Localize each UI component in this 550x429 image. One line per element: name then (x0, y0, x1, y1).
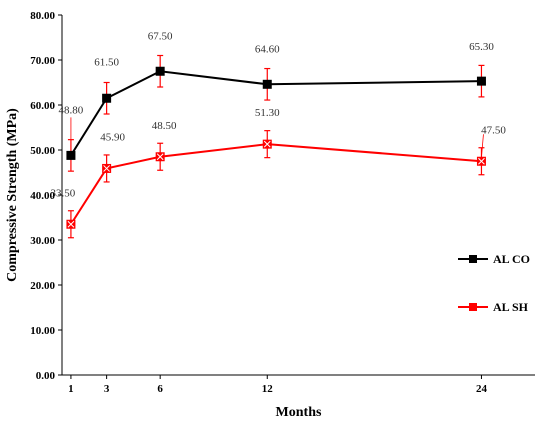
y-tick-label: 70.00 (30, 55, 55, 67)
y-tick-label: 50.00 (30, 145, 55, 157)
data-point (66, 150, 76, 160)
data-label: 47.50 (481, 124, 506, 136)
data-point (476, 76, 486, 86)
y-tick-label: 80.00 (30, 10, 55, 22)
data-label: 61.50 (94, 56, 119, 68)
legend-swatch-marker (469, 303, 477, 311)
data-point-x (156, 153, 164, 161)
data-point-x (67, 220, 75, 228)
y-axis-ticks: 0.00 10.00 20.00 30.00 40.00 50.00 60.00 70.00 8… (30, 10, 62, 382)
data-label: 48.50 (152, 120, 177, 132)
data-label: 65.30 (469, 41, 494, 53)
y-tick-label: 40.00 (30, 190, 55, 202)
y-axis-title: Compressive Strength (MPa) (5, 108, 20, 282)
data-label: 48.80 (59, 104, 84, 116)
data-label: 51.30 (255, 107, 280, 119)
x-tick-label: 12 (262, 383, 274, 395)
x-tick-label: 6 (157, 383, 163, 395)
label-pointer (481, 134, 484, 158)
series-0: 48.80 61.50 67.50 64.60 65.30 (59, 30, 494, 172)
y-tick-label: 30.00 (30, 235, 55, 247)
series-1: 33.50 45.90 48.50 51.30 47.50 (51, 107, 506, 239)
y-tick-label: 60.00 (30, 100, 55, 112)
legend-label: AL CO (493, 252, 530, 266)
data-label: 45.90 (100, 131, 125, 143)
legend-item: AL CO (458, 252, 530, 266)
series-line (70, 143, 482, 225)
data-label: 67.50 (148, 30, 173, 42)
legend-label: AL SH (493, 300, 529, 314)
data-point-x (263, 140, 271, 148)
data-point (102, 93, 112, 103)
data-label: 33.50 (51, 187, 76, 199)
legend-item: AL SH (458, 300, 529, 314)
x-tick-label: 3 (104, 383, 110, 395)
data-point (262, 79, 272, 89)
data-point-x (103, 165, 110, 172)
x-axis-title: Months (276, 405, 322, 420)
x-tick-label: 1 (68, 383, 74, 395)
legend-swatch-marker (469, 255, 477, 263)
y-tick-label: 20.00 (30, 280, 55, 292)
x-axis-ticks: 1 3 6 12 24 (68, 375, 487, 395)
x-tick-label: 24 (476, 383, 488, 395)
legend: AL CO AL SH (458, 252, 530, 314)
data-point-x (478, 157, 485, 165)
data-label: 64.60 (255, 43, 280, 55)
data-point (155, 66, 165, 76)
y-tick-label: 0.00 (36, 370, 56, 382)
y-tick-label: 10.00 (30, 325, 55, 337)
series-layer: 48.80 61.50 67.50 64.60 65.30 33.50 45.90 48.50… (51, 30, 506, 239)
